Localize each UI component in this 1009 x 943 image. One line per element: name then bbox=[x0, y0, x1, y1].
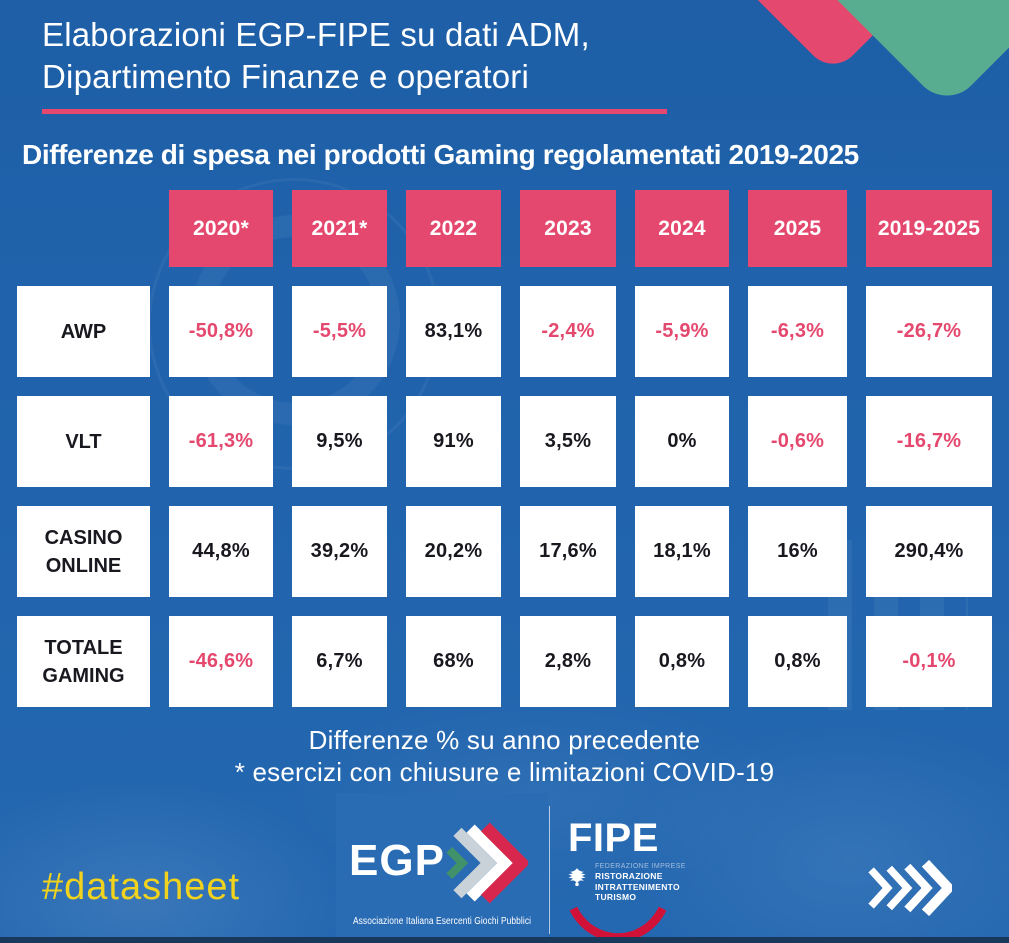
column-header-2024: 2024 bbox=[635, 190, 729, 267]
cell-value: -2,4% bbox=[520, 286, 616, 377]
egp-logo-text: EGP bbox=[349, 836, 445, 885]
cell-value: -5,9% bbox=[635, 286, 729, 377]
cell-value: -46,6% bbox=[169, 616, 273, 707]
egp-logo-panel: EGP Associazione Italiana Esercenti Gioc… bbox=[336, 793, 548, 937]
cell-value: 20,2% bbox=[406, 506, 501, 597]
cell-value: -61,3% bbox=[169, 396, 273, 487]
cell-value: 0,8% bbox=[635, 616, 729, 707]
fipe-subtitle-turismo: TURISMO bbox=[595, 892, 637, 902]
fipe-smile-arc-icon bbox=[568, 904, 702, 943]
cell-value: -0,6% bbox=[748, 396, 847, 487]
cell-value: 68% bbox=[406, 616, 501, 707]
row-label: AWP bbox=[17, 286, 150, 377]
source-underline bbox=[42, 109, 667, 114]
cell-value: 44,8% bbox=[169, 506, 273, 597]
cell-value: -0,1% bbox=[866, 616, 992, 707]
column-header-2022: 2022 bbox=[406, 190, 501, 267]
gaming-difference-table: 2020* 2021* 2022 2023 2024 2025 2019-202… bbox=[17, 190, 992, 707]
cell-value: 91% bbox=[406, 396, 501, 487]
cell-value: 0% bbox=[635, 396, 729, 487]
fipe-subtitle-ristorazione: RISTORAZIONE bbox=[595, 871, 663, 881]
egp-chevrons-icon bbox=[446, 819, 531, 912]
footnotes: Differenze % su anno precedente * eserci… bbox=[0, 724, 1009, 788]
cell-value: -5,5% bbox=[292, 286, 387, 377]
cell-value: 17,6% bbox=[520, 506, 616, 597]
table-corner-spacer bbox=[17, 190, 150, 267]
cell-value: 3,5% bbox=[520, 396, 616, 487]
cell-value: 6,7% bbox=[292, 616, 387, 707]
cell-value: -6,3% bbox=[748, 286, 847, 377]
egp-tagline: Associazione Italiana Esercenti Giochi P… bbox=[352, 916, 532, 927]
logo-divider bbox=[549, 806, 550, 934]
cell-value: 2,8% bbox=[520, 616, 616, 707]
hashtag-datasheet: #datasheet bbox=[42, 866, 241, 908]
source-header: Elaborazioni EGP-FIPE su dati ADM, Dipar… bbox=[42, 14, 667, 114]
column-header-2019-2025: 2019-2025 bbox=[866, 190, 992, 267]
cell-value: -26,7% bbox=[866, 286, 992, 377]
footnote-line-2: * esercizi con chiusure e limitazioni CO… bbox=[234, 757, 775, 787]
cell-value: 16% bbox=[748, 506, 847, 597]
cell-value: 0,8% bbox=[748, 616, 847, 707]
footnote-line-1: Differenze % su anno precedente bbox=[308, 725, 701, 755]
fipe-eagle-icon bbox=[564, 864, 590, 895]
column-header-2025: 2025 bbox=[748, 190, 847, 267]
fipe-logo-block: FIPE FEDERAZIONE IMPRESE RISTORAZIONE IN… bbox=[562, 818, 702, 943]
column-header-2020: 2020* bbox=[169, 190, 273, 267]
cell-value: -16,7% bbox=[866, 396, 992, 487]
row-label: CASINO ONLINE bbox=[17, 506, 150, 597]
source-line-2: Dipartimento Finanze e operatori bbox=[42, 58, 529, 95]
fipe-sub-lines: FEDERAZIONE IMPRESE RISTORAZIONE INTRATT… bbox=[595, 863, 686, 903]
fipe-subtitle-intrattenimento: INTRATTENIMENTO bbox=[595, 881, 680, 892]
cell-value: 290,4% bbox=[866, 506, 992, 597]
fipe-logo-row: FEDERAZIONE IMPRESE RISTORAZIONE INTRATT… bbox=[564, 863, 702, 903]
source-line-1: Elaborazioni EGP-FIPE su dati ADM, bbox=[42, 16, 590, 53]
forward-chevrons-icon bbox=[866, 859, 956, 921]
cell-value: 83,1% bbox=[406, 286, 501, 377]
fipe-logo-text: FIPE bbox=[568, 816, 659, 860]
cell-value: 39,2% bbox=[292, 506, 387, 597]
column-header-2023: 2023 bbox=[520, 190, 616, 267]
column-header-2021: 2021* bbox=[292, 190, 387, 267]
row-label: TOTALE GAMING bbox=[17, 616, 150, 707]
page-title: Differenze di spesa nei prodotti Gaming … bbox=[22, 139, 859, 170]
background-glow-bottom-left bbox=[0, 780, 350, 943]
cell-value: 9,5% bbox=[292, 396, 387, 487]
cell-value: 18,1% bbox=[635, 506, 729, 597]
fipe-subtitle-light: FEDERAZIONE IMPRESE bbox=[595, 863, 686, 870]
row-label: VLT bbox=[17, 396, 150, 487]
bottom-dark-strip bbox=[0, 937, 1009, 943]
cell-value: -50,8% bbox=[169, 286, 273, 377]
